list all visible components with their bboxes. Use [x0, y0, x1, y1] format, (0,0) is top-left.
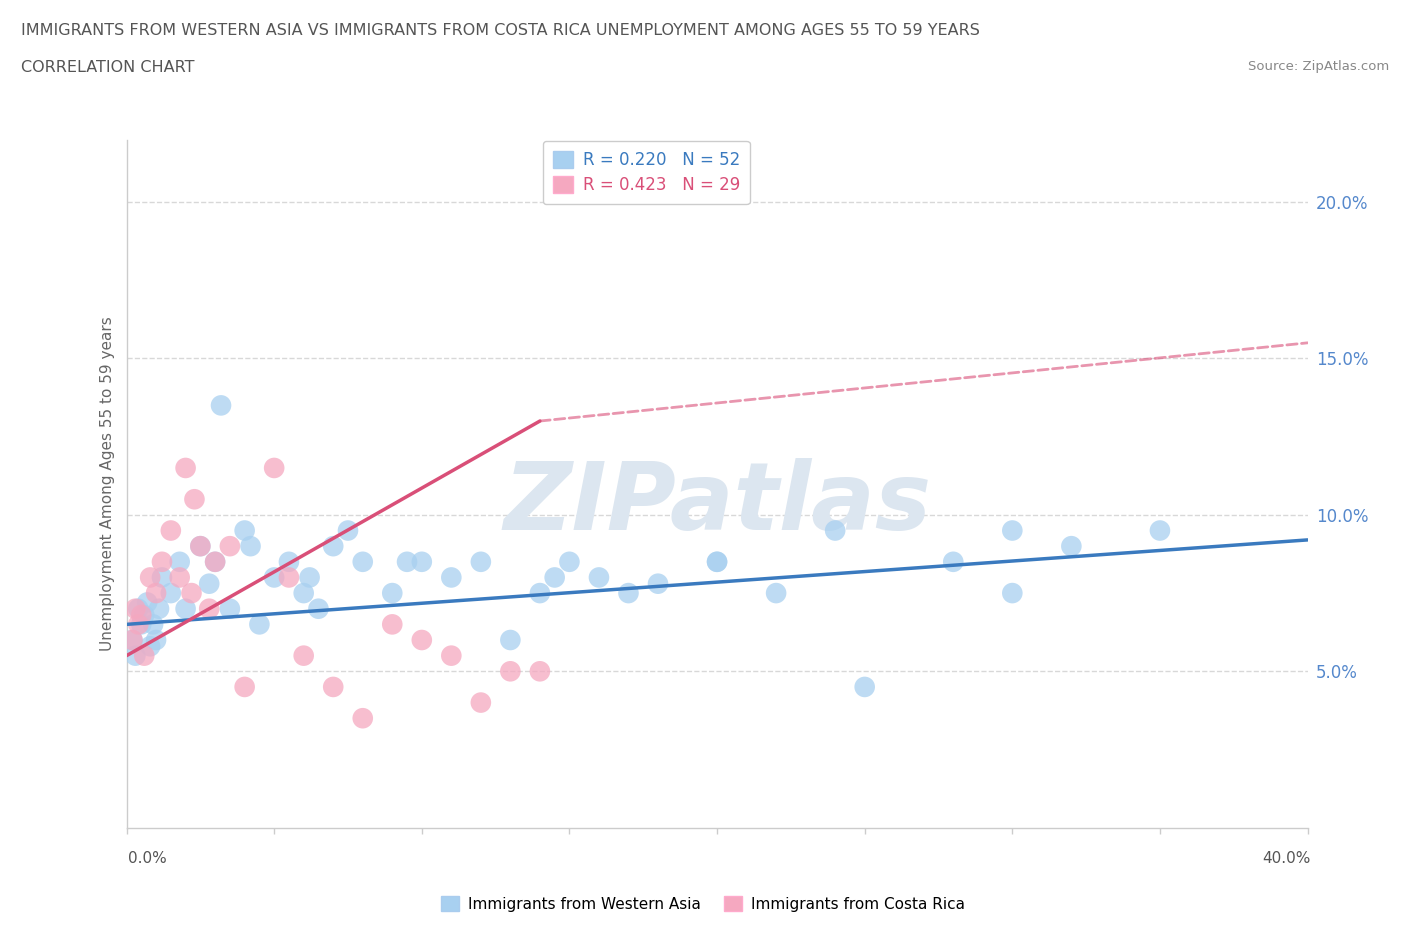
- Point: [129, 607, 153, 622]
- Point: [169, 554, 191, 569]
- Point: [529, 664, 551, 679]
- Point: [322, 680, 344, 695]
- Point: [647, 577, 669, 591]
- Point: [292, 648, 315, 663]
- Point: [209, 398, 232, 413]
- Point: [263, 570, 285, 585]
- Point: [218, 602, 242, 617]
- Point: [247, 617, 270, 631]
- Point: [1001, 586, 1024, 601]
- Point: [121, 632, 143, 647]
- Point: [174, 460, 197, 475]
- Point: [617, 586, 640, 601]
- Point: [499, 664, 522, 679]
- Point: [588, 570, 610, 585]
- Point: [150, 570, 173, 585]
- Point: [298, 570, 321, 585]
- Point: [263, 460, 285, 475]
- Point: [322, 538, 344, 553]
- Point: [127, 602, 149, 617]
- Point: [198, 577, 221, 591]
- Point: [145, 586, 167, 601]
- Point: [204, 554, 226, 569]
- Point: [942, 554, 965, 569]
- Point: [396, 554, 419, 569]
- Point: [174, 602, 197, 617]
- Point: [411, 632, 433, 647]
- Point: [127, 617, 149, 631]
- Text: 0.0%: 0.0%: [128, 851, 167, 866]
- Point: [204, 554, 226, 569]
- Text: ZIPatlas: ZIPatlas: [503, 458, 931, 551]
- Point: [134, 648, 156, 663]
- Legend: R = 0.220   N = 52, R = 0.423   N = 29: R = 0.220 N = 52, R = 0.423 N = 29: [543, 141, 749, 204]
- Point: [440, 648, 463, 663]
- Point: [1001, 523, 1024, 538]
- Point: [337, 523, 360, 538]
- Point: [124, 648, 146, 663]
- Text: Source: ZipAtlas.com: Source: ZipAtlas.com: [1249, 60, 1389, 73]
- Point: [706, 554, 728, 569]
- Point: [139, 639, 162, 654]
- Point: [121, 632, 143, 647]
- Point: [142, 617, 165, 631]
- Point: [543, 570, 565, 585]
- Point: [292, 586, 315, 601]
- Point: [198, 602, 221, 617]
- Point: [188, 538, 211, 553]
- Point: [558, 554, 581, 569]
- Point: [183, 492, 205, 507]
- Point: [1149, 523, 1171, 538]
- Point: [180, 586, 202, 601]
- Point: [139, 570, 162, 585]
- Point: [160, 523, 183, 538]
- Point: [381, 586, 404, 601]
- Point: [499, 632, 522, 647]
- Text: 40.0%: 40.0%: [1263, 851, 1310, 866]
- Point: [129, 617, 153, 631]
- Point: [233, 680, 256, 695]
- Point: [124, 602, 146, 617]
- Point: [440, 570, 463, 585]
- Point: [169, 570, 191, 585]
- Point: [239, 538, 262, 553]
- Point: [278, 554, 301, 569]
- Point: [529, 586, 551, 601]
- Point: [233, 523, 256, 538]
- Point: [188, 538, 211, 553]
- Text: IMMIGRANTS FROM WESTERN ASIA VS IMMIGRANTS FROM COSTA RICA UNEMPLOYMENT AMONG AG: IMMIGRANTS FROM WESTERN ASIA VS IMMIGRAN…: [21, 23, 980, 38]
- Point: [352, 711, 374, 725]
- Point: [160, 586, 183, 601]
- Point: [352, 554, 374, 569]
- Point: [706, 554, 728, 569]
- Point: [470, 695, 492, 710]
- Point: [136, 595, 159, 610]
- Point: [148, 602, 170, 617]
- Point: [307, 602, 329, 617]
- Point: [470, 554, 492, 569]
- Point: [381, 617, 404, 631]
- Point: [1060, 538, 1083, 553]
- Point: [134, 607, 156, 622]
- Point: [824, 523, 846, 538]
- Point: [278, 570, 301, 585]
- Text: CORRELATION CHART: CORRELATION CHART: [21, 60, 194, 75]
- Point: [145, 632, 167, 647]
- Point: [411, 554, 433, 569]
- Point: [853, 680, 876, 695]
- Point: [765, 586, 787, 601]
- Point: [218, 538, 242, 553]
- Legend: Immigrants from Western Asia, Immigrants from Costa Rica: Immigrants from Western Asia, Immigrants…: [434, 889, 972, 918]
- Y-axis label: Unemployment Among Ages 55 to 59 years: Unemployment Among Ages 55 to 59 years: [100, 316, 115, 651]
- Point: [150, 554, 173, 569]
